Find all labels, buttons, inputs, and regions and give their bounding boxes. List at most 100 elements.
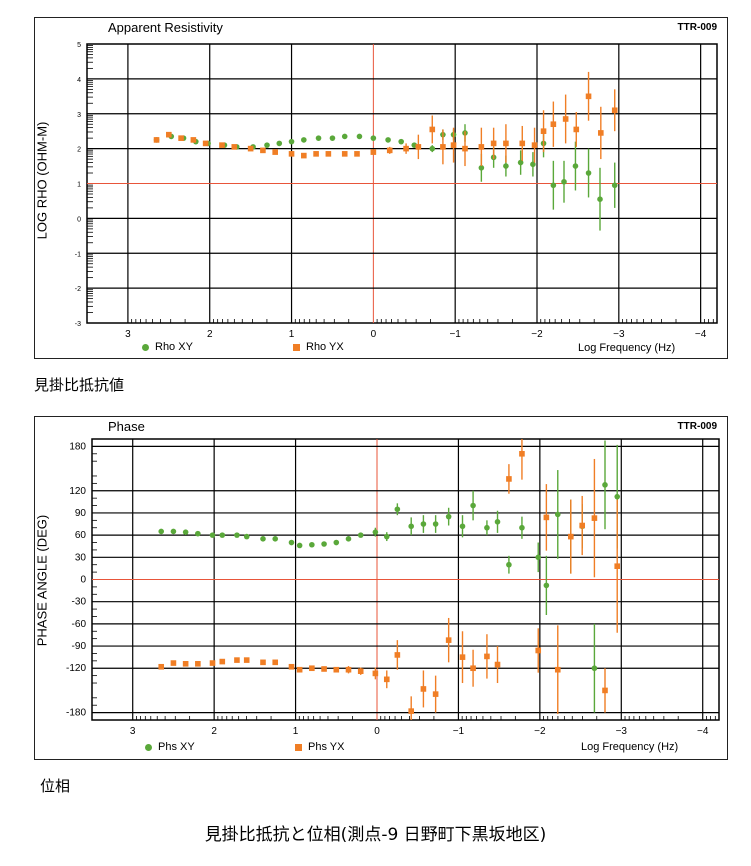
legend-square-marker: [293, 343, 300, 351]
rho-data-point: [354, 151, 360, 157]
rho-data-point: [202, 140, 209, 147]
phase-data-point: [420, 521, 427, 527]
rho-legend-yx-label: Rho YX: [306, 341, 344, 353]
phase-data-point: [383, 676, 390, 683]
rho-x-tick-label: 1: [289, 329, 295, 340]
rho-x-tick-label: −4: [695, 329, 707, 340]
phase-data-point: [602, 687, 608, 694]
phase-y-tick-label: 120: [69, 486, 86, 497]
phase-data-point: [243, 657, 250, 663]
phase-legend-yx-label: Phs YX: [308, 741, 345, 753]
rho-data-point: [503, 163, 509, 169]
phase-data-point: [321, 666, 327, 672]
phase-data-point: [357, 532, 364, 538]
rho-data-point: [598, 130, 604, 136]
phase-data-point: [459, 654, 466, 660]
phase-data-point: [554, 511, 561, 518]
rho-y-tick-label: -1: [75, 251, 81, 258]
phase-data-point: [158, 528, 165, 535]
phase-data-point: [543, 514, 550, 521]
phase-legend-xy-label: Phs XY: [158, 741, 195, 753]
phase-data-point: [445, 637, 452, 643]
legend-square-marker: [295, 743, 302, 751]
rho-data-point: [288, 151, 295, 157]
rho-data-point: [517, 159, 524, 166]
phase-data-point: [543, 582, 550, 589]
rho-legend-xy: Rho XY: [142, 341, 193, 353]
phase-data-point: [432, 521, 439, 527]
rho-data-point: [429, 126, 436, 133]
phase-y-tick-label: -180: [66, 708, 86, 719]
phase-data-point: [219, 532, 226, 538]
rho-x-tick-label: −3: [613, 329, 625, 340]
rho-x-tick-label: 3: [125, 329, 131, 340]
rho-legend-xy-label: Rho XY: [155, 341, 193, 353]
phase-data-point: [260, 659, 266, 666]
phase-data-point: [170, 528, 177, 535]
phase-x-tick-label: 2: [211, 726, 217, 737]
phase-data-point: [484, 524, 490, 531]
phase-data-point: [333, 539, 340, 546]
phase-data-point: [484, 653, 490, 660]
phase-data-point: [296, 666, 303, 673]
rho-data-point: [597, 196, 603, 202]
rho-data-point: [276, 140, 283, 147]
rho-data-point: [415, 144, 422, 150]
phase-x-tick-label: 0: [374, 726, 380, 737]
phase-x-tick-label: −4: [697, 726, 709, 737]
rho-data-point: [572, 163, 579, 169]
phase-y-tick-label: -90: [72, 641, 87, 652]
rho-y-tick-label: -3: [75, 321, 81, 328]
rho-data-point: [341, 133, 348, 140]
rho-chart-panel: Apparent Resistivity TTR-009 LOG RHO (OH…: [34, 17, 728, 359]
rho-data-point: [561, 178, 567, 185]
rho-data-point: [611, 107, 618, 114]
phase-data-point: [357, 668, 364, 674]
rho-chart-svg: 3 2 1 0 −1 −2 −3 −4 -3 -2 -1 0 1 2 3 4 5: [75, 42, 718, 340]
rho-data-point: [153, 137, 160, 143]
rho-data-point: [329, 135, 336, 141]
phase-data-point: [591, 665, 598, 672]
legend-circle-marker: [142, 343, 149, 351]
phase-data-point: [158, 663, 165, 670]
phase-y-tick-label: 180: [69, 441, 86, 452]
phase-data-point: [272, 659, 279, 666]
rho-y-tick-label: 1: [77, 182, 81, 189]
phase-data-point: [459, 523, 466, 530]
phase-data-point: [535, 647, 542, 654]
rho-data-point: [573, 126, 580, 133]
phase-data-point: [234, 657, 240, 663]
phase-data-point: [554, 666, 561, 673]
phase-data-point: [591, 515, 598, 521]
rho-y-tick-label: 2: [77, 147, 81, 154]
phase-data-point: [614, 493, 621, 500]
rho-data-point: [264, 142, 270, 148]
rho-data-point: [166, 131, 172, 138]
rho-y-tick-label: 5: [77, 42, 81, 49]
rho-data-point: [562, 116, 569, 122]
phase-y-tick-label: -30: [72, 597, 87, 608]
phase-data-point: [408, 523, 415, 530]
phase-data-point: [182, 661, 189, 667]
rho-station-label: TTR-009: [677, 22, 717, 33]
rho-data-point: [440, 144, 446, 150]
rho-x-tick-label: −1: [449, 329, 461, 340]
phase-y-tick-label: 60: [75, 530, 87, 541]
phase-data-point: [394, 506, 401, 513]
phase-station-label: TTR-009: [677, 421, 717, 432]
rho-data-point: [450, 142, 457, 148]
phase-data-point: [170, 660, 177, 666]
phase-series-xy: [158, 440, 621, 713]
rho-data-point: [462, 145, 468, 152]
legend-circle-marker: [145, 743, 152, 751]
phase-data-point: [309, 541, 315, 548]
rho-data-point: [490, 140, 497, 147]
phase-data-point: [394, 652, 401, 658]
rho-data-point: [540, 128, 547, 134]
rho-data-point: [178, 135, 184, 141]
phase-x-tick-label: −3: [616, 726, 628, 737]
phase-chart-panel: Phase TTR-009 PHASE ANGLE (DEG) 3 2 1 0 −1 −2…: [34, 416, 728, 760]
rho-data-point: [301, 152, 307, 159]
rho-caption: 見掛比抵抗値: [34, 376, 125, 394]
phase-data-point: [420, 686, 427, 692]
